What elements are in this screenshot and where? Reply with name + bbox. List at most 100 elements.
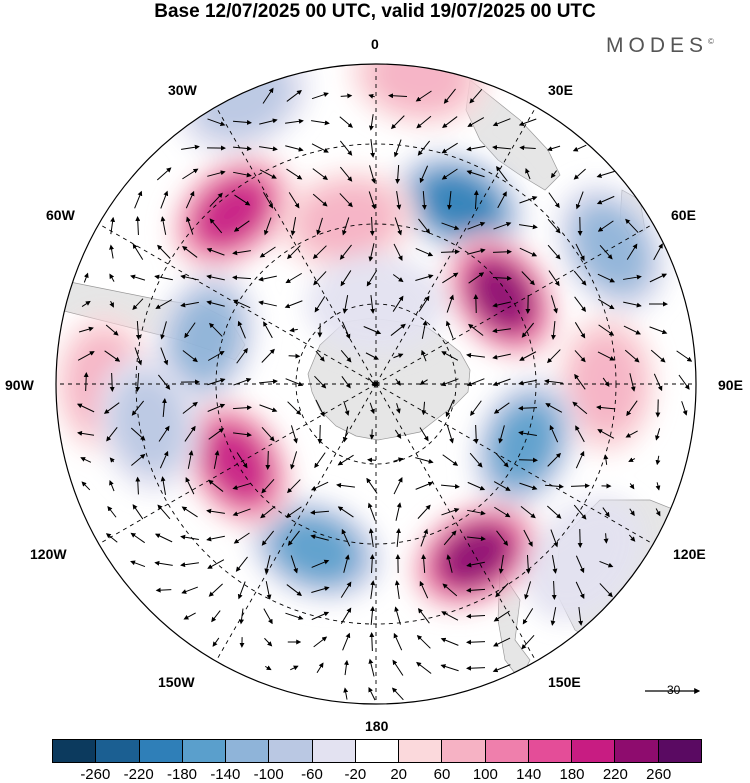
wind-vector — [260, 506, 276, 519]
wind-vector — [369, 606, 375, 626]
wind-vector — [623, 325, 641, 335]
wind-vector — [418, 218, 431, 234]
wind-vector — [264, 555, 271, 574]
wind-vector — [421, 190, 427, 210]
wind-vector — [367, 502, 376, 521]
wind-vector — [522, 608, 534, 625]
wind-vector — [317, 424, 323, 444]
wind-vectors — [76, 87, 693, 701]
wind-vector — [603, 454, 609, 465]
wind-vector — [180, 562, 199, 568]
wind-vector — [394, 606, 401, 625]
wind-vector — [524, 581, 532, 600]
wind-vector — [421, 320, 428, 339]
meridian-line — [375, 223, 654, 385]
colorbar-segment — [615, 740, 659, 762]
wind-vector — [288, 192, 300, 209]
wind-vector — [239, 608, 245, 625]
wind-vector — [104, 350, 121, 362]
wind-vector — [597, 429, 615, 439]
wind-vector — [109, 300, 114, 308]
wind-vector — [545, 403, 563, 413]
wind-vector — [416, 634, 431, 649]
wind-vector — [206, 274, 225, 281]
wind-vector — [441, 351, 459, 361]
wind-vector — [470, 400, 482, 417]
wind-vector — [497, 191, 507, 209]
wind-vector — [546, 505, 562, 519]
africa-landmass — [465, 79, 561, 191]
colorbar-segment — [658, 740, 701, 762]
wind-vector — [441, 611, 459, 621]
colorbar-segment — [528, 740, 573, 762]
map-title: Base 12/07/2025 00 UTC, valid 19/07/2025… — [154, 1, 596, 22]
wind-vector — [417, 140, 431, 156]
wind-vector — [418, 295, 430, 312]
wind-vector — [518, 379, 537, 386]
colorbar-tick-label: -140 — [210, 766, 241, 783]
wind-vector — [493, 637, 511, 647]
lon-label-60w: 60W — [46, 207, 75, 223]
wind-vector — [232, 146, 252, 151]
wind-vector — [445, 399, 455, 418]
wind-vector — [518, 457, 538, 463]
lon-label-90e: 90E — [718, 377, 743, 393]
colorbar-tick-label: -20 — [344, 766, 367, 783]
wind-vector — [519, 195, 538, 204]
wind-vector — [290, 217, 297, 236]
wind-vector — [440, 249, 460, 255]
wind-vector — [441, 142, 458, 154]
wind-vector — [77, 351, 95, 361]
wind-vector — [466, 170, 485, 178]
colorbar — [52, 739, 702, 763]
wind-vector — [207, 351, 225, 361]
colorbar-tick-label: 60 — [433, 766, 451, 783]
wind-vector — [262, 87, 274, 104]
wind-vector — [289, 327, 298, 333]
wind-vector — [525, 554, 531, 574]
colorbar-segment — [96, 740, 140, 762]
wind-vector — [521, 635, 535, 650]
wind-vector — [446, 554, 453, 573]
wind-vector — [520, 505, 536, 519]
wind-vector — [550, 170, 558, 179]
wind-vector — [290, 451, 298, 470]
wind-vector — [290, 665, 299, 671]
wind-vector — [368, 658, 375, 677]
wind-vector — [492, 664, 511, 673]
wind-vector — [574, 373, 586, 390]
wind-vector — [337, 506, 354, 518]
wind-vector — [286, 168, 303, 180]
wind-vector — [623, 301, 642, 308]
wind-vector — [467, 481, 486, 491]
wind-vector — [263, 217, 272, 236]
wind-vector — [394, 217, 402, 236]
wind-vector — [396, 191, 402, 210]
lon-label-120w: 120W — [30, 546, 67, 562]
wind-vector — [342, 295, 349, 314]
wind-vector — [310, 534, 329, 541]
wind-vector — [441, 168, 458, 180]
wind-vector — [575, 191, 584, 210]
wind-vector — [681, 401, 688, 416]
wind-vector — [363, 326, 382, 335]
wind-vector — [158, 374, 171, 390]
wind-vector — [420, 528, 429, 547]
wind-vector — [390, 323, 406, 336]
wind-vector — [183, 612, 196, 620]
brand-mark: © — [708, 37, 714, 46]
wind-vector — [155, 299, 173, 309]
wind-vector — [339, 244, 352, 260]
map-boundary — [55, 63, 697, 705]
wind-vector — [466, 613, 486, 619]
wind-vector — [518, 405, 538, 411]
wind-vector — [314, 452, 326, 469]
wind-vector — [547, 218, 561, 234]
wind-vector — [655, 455, 661, 466]
wind-vector — [473, 294, 479, 314]
anomaly-contour — [112, 374, 186, 474]
wind-vector — [340, 607, 352, 624]
wind-vector — [263, 321, 273, 339]
wind-vector — [650, 349, 666, 363]
colorbar-segment — [53, 740, 97, 762]
